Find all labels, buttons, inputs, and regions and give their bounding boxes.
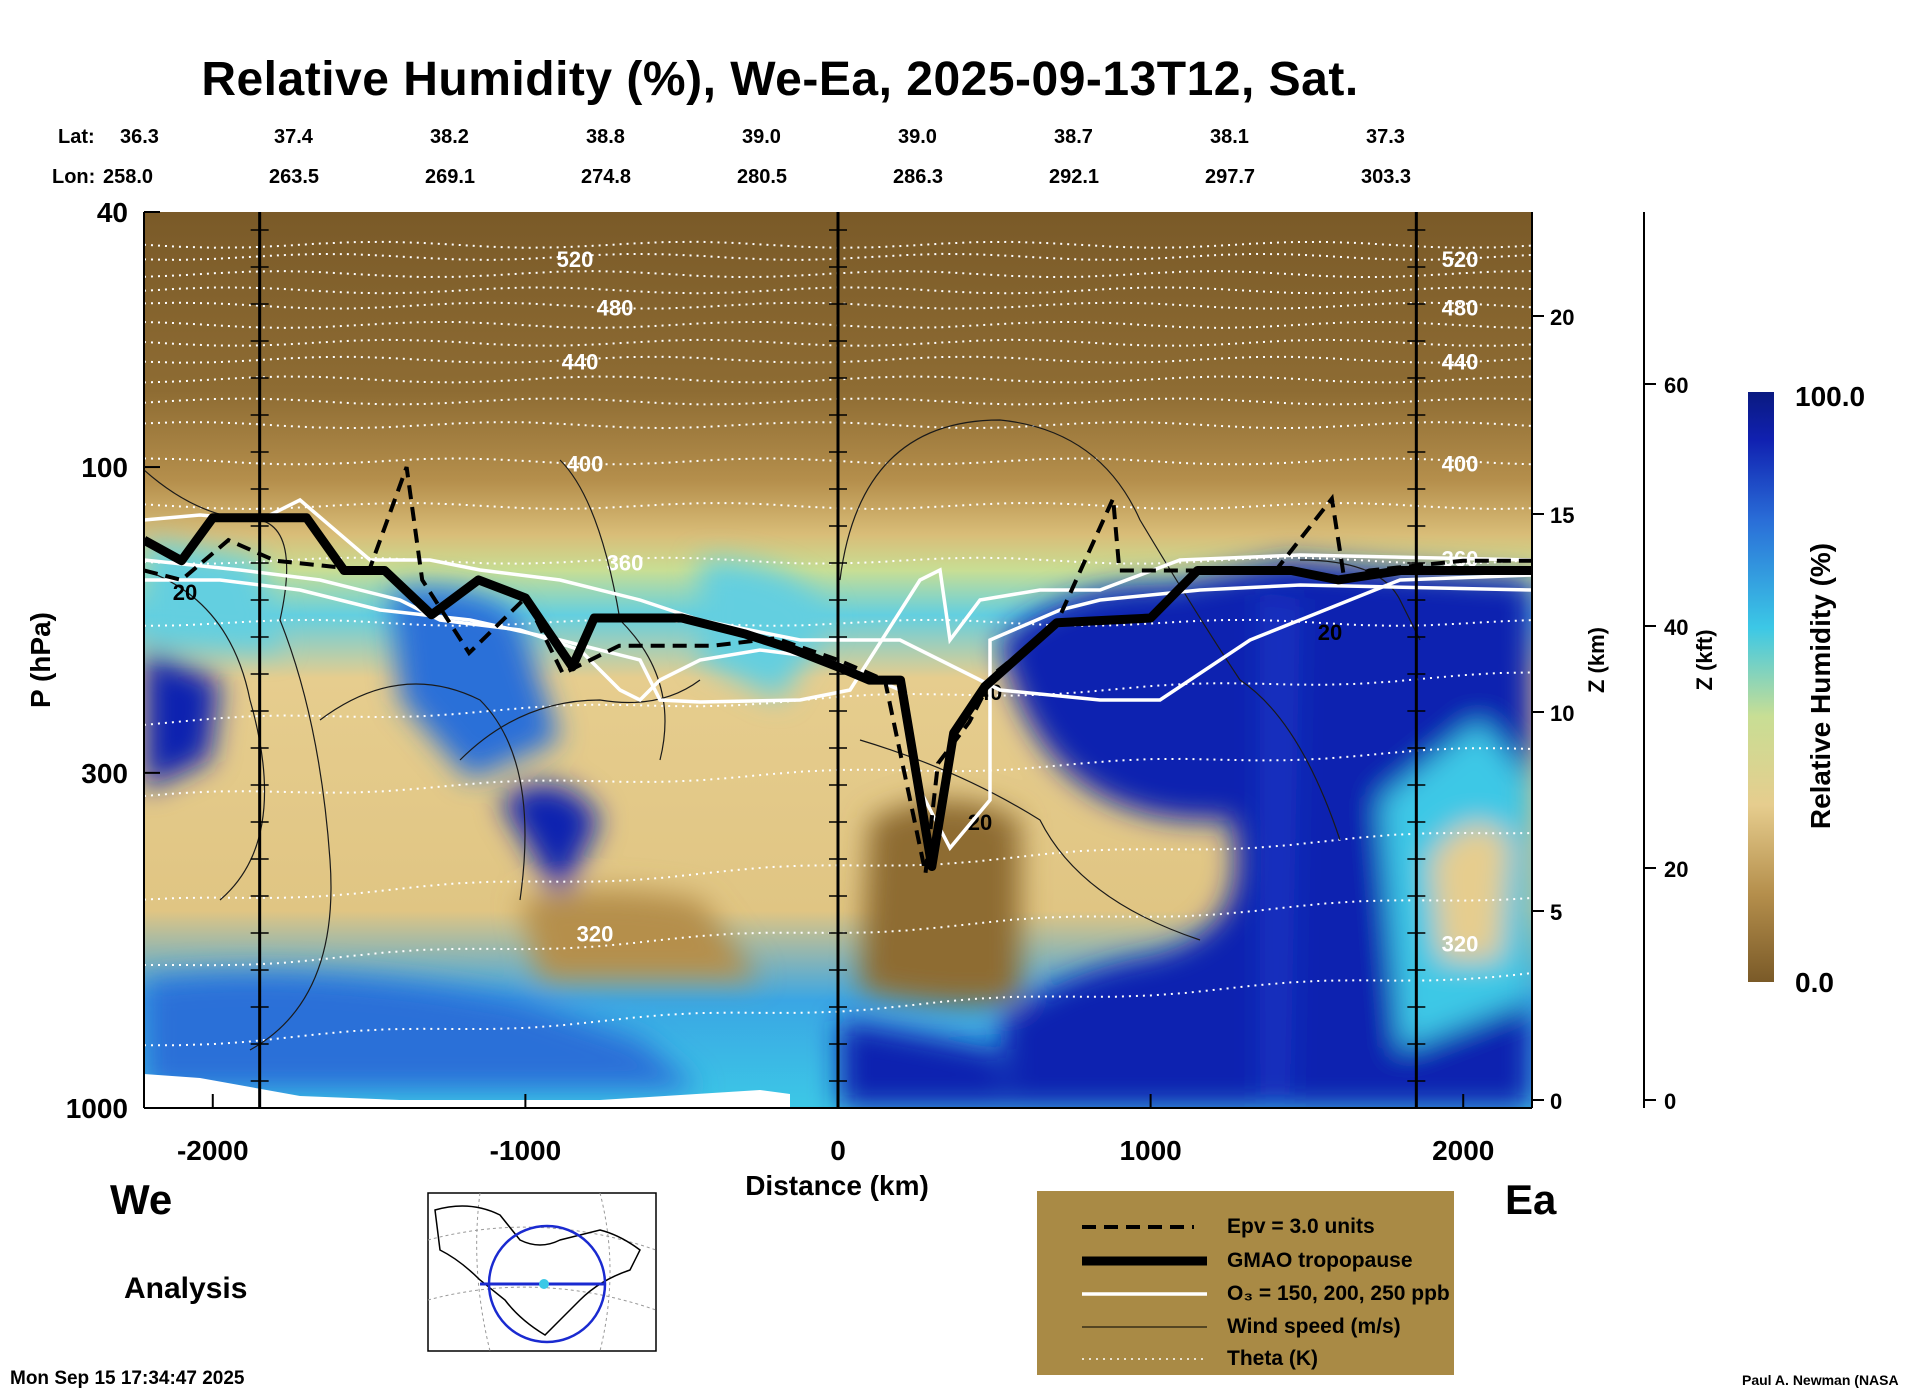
theta-contour	[144, 897, 1533, 967]
x-tick-label: 0	[830, 1135, 846, 1166]
legend-tropopause-label: GMAO tropopause	[1227, 1249, 1413, 1272]
z-kft-ticks: 0 20 40 60	[1644, 373, 1688, 1114]
colorbar-max-label: 100.0	[1795, 381, 1865, 412]
vertical-lines	[250, 212, 1426, 1108]
lat-value: 38.8	[586, 126, 625, 148]
lon-value: 292.1	[1049, 166, 1100, 188]
legend-ozone-label: O₃ = 150, 200, 250 ppb	[1227, 1282, 1450, 1305]
x-tick-label: 2000	[1432, 1135, 1494, 1166]
theta-label: 520	[557, 247, 594, 272]
z-km-tick-label: 15	[1550, 503, 1574, 528]
lon-value: 303.3	[1361, 166, 1412, 188]
colorbar-min-label: 0.0	[1795, 967, 1834, 998]
z-kft-tick-label: 0	[1664, 1089, 1676, 1114]
wind-contour-label: 20	[1318, 620, 1342, 645]
legend-epv-label: Epv = 3.0 units	[1227, 1215, 1375, 1238]
y-tick-label: 300	[81, 758, 128, 789]
lat-row-label: Lat:	[58, 126, 95, 148]
z-kft-tick-label: 40	[1664, 615, 1688, 640]
footer-author: Paul A. Newman (NASA	[1742, 1372, 1899, 1388]
footer-date: Mon Sep 15 17:34:47 2025	[10, 1368, 245, 1389]
analysis-label: Analysis	[124, 1272, 248, 1305]
theta-label: 400	[567, 451, 604, 476]
inset-center-marker	[539, 1279, 549, 1289]
theta-contour	[143, 671, 1533, 726]
theta-label-right: 400	[1442, 451, 1479, 476]
z-km-axis-title: Z (km)	[1584, 627, 1609, 693]
lon-value: 269.1	[425, 166, 476, 188]
theta-contour	[144, 972, 1533, 1047]
lat-value: 37.3	[1366, 126, 1405, 148]
y-ticks: 1000 300 100 40	[66, 197, 160, 1124]
lon-value: 258.0	[103, 166, 154, 188]
theta-label: 440	[562, 350, 599, 375]
lat-value: 38.2	[430, 126, 469, 148]
y-tick-label: 1000	[66, 1093, 128, 1124]
y-tick-label: 40	[97, 197, 128, 228]
lat-value: 38.1	[1210, 126, 1249, 148]
theta-label-right: 320	[1442, 931, 1479, 956]
ground-mask	[144, 1074, 790, 1108]
legend: Epv = 3.0 units GMAO tropopause O₃ = 150…	[1037, 1191, 1454, 1375]
west-label: We	[110, 1176, 172, 1223]
humidity-field	[144, 540, 1532, 1108]
lon-value: 263.5	[269, 166, 320, 188]
east-label: Ea	[1505, 1176, 1557, 1223]
theta-label: 360	[607, 551, 644, 576]
lat-value: 37.4	[274, 126, 313, 148]
y-tick-label: 100	[81, 452, 128, 483]
chart-title: Relative Humidity (%), We-Ea, 2025-09-13…	[201, 53, 1359, 106]
colorbar	[1748, 392, 1774, 982]
inset-map	[427, 1192, 657, 1352]
theta-contour	[143, 747, 1533, 797]
lat-value: 36.3	[120, 126, 159, 148]
x-ticks: -2000 -1000 0 1000 2000	[177, 1094, 1494, 1166]
lat-value: 39.0	[742, 126, 781, 148]
theta-contour	[143, 831, 1533, 901]
theta-label-right: 480	[1442, 296, 1479, 321]
lon-value: 286.3	[893, 166, 944, 188]
wind-contour-label: 20	[173, 580, 197, 605]
x-tick-label: -1000	[490, 1135, 562, 1166]
z-kft-tick-label: 20	[1664, 857, 1688, 882]
lon-value: 280.5	[737, 166, 788, 188]
z-km-tick-label: 0	[1550, 1089, 1562, 1114]
theta-label-right: 520	[1442, 247, 1479, 272]
theta-label-right: 440	[1442, 350, 1479, 375]
z-km-ticks: 0 5 10 15 20	[1532, 305, 1574, 1114]
z-km-tick-label: 20	[1550, 305, 1574, 330]
colorbar-title: Relative Humidity (%)	[1805, 543, 1836, 829]
z-km-tick-label: 10	[1550, 701, 1574, 726]
legend-wind-label: Wind speed (m/s)	[1227, 1315, 1401, 1338]
y-axis-title: P (hPa)	[25, 612, 56, 708]
z-kft-tick-label: 60	[1664, 373, 1688, 398]
theta-label: 320	[577, 921, 614, 946]
theta-label: 480	[597, 296, 634, 321]
z-km-tick-label: 5	[1550, 900, 1562, 925]
z-kft-axis-title: Z (kft)	[1692, 629, 1717, 690]
lat-value: 39.0	[898, 126, 937, 148]
lon-row-label: Lon:	[52, 166, 96, 188]
legend-swatches	[1082, 1225, 1207, 1360]
x-tick-label: -2000	[177, 1135, 249, 1166]
x-tick-label: 1000	[1119, 1135, 1181, 1166]
legend-theta-label: Theta (K)	[1227, 1347, 1318, 1370]
lon-value: 297.7	[1205, 166, 1256, 188]
lat-value: 38.7	[1054, 126, 1093, 148]
tropopause-line	[144, 513, 1532, 871]
lon-value: 274.8	[581, 166, 632, 188]
x-axis-title: Distance (km)	[745, 1170, 929, 1201]
